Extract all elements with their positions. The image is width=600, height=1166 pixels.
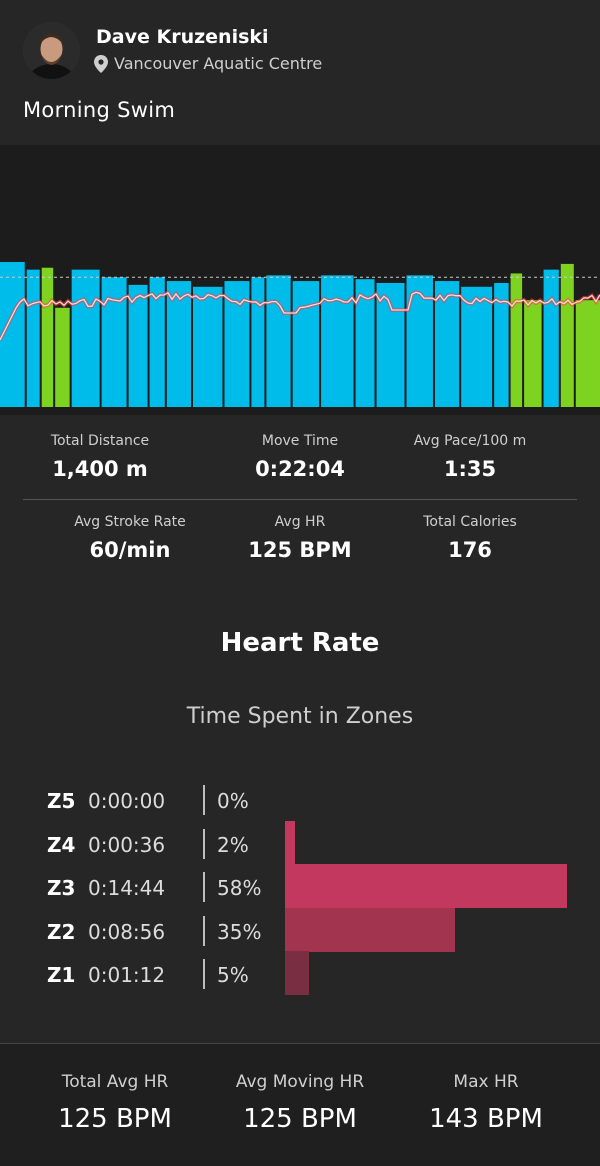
- summary-stats: Total Distance 1,400 m Move Time 0:22:04…: [0, 415, 600, 590]
- interval-bar: [524, 300, 542, 407]
- hr-summary-footer: Total Avg HR 125 BPM Avg Moving HR 125 B…: [0, 1043, 600, 1166]
- interval-bar: [251, 277, 265, 407]
- stat-value: 176: [448, 538, 492, 562]
- zone-separator: [203, 829, 205, 859]
- zone-row-z4: Z4 0:00:36 2%: [0, 821, 600, 865]
- stat-total-distance: Total Distance 1,400 m: [0, 433, 200, 481]
- stat-label: Avg Pace/100 m: [413, 433, 527, 449]
- interval-bar: [26, 269, 40, 407]
- interval-bar: [575, 300, 600, 407]
- zone-time: 0:01:12: [88, 963, 166, 987]
- zone-row-z2: Z2 0:08:56 35%: [0, 908, 600, 952]
- footer-max-hr: Max HR 143 BPM: [386, 1072, 586, 1134]
- zone-name: Z3: [47, 876, 76, 900]
- zone-row-z1: Z1 0:01:12 5%: [0, 951, 600, 995]
- zone-row-z5: Z5 0:00:00 0%: [0, 777, 600, 821]
- zone-row-z3: Z3 0:14:44 58%: [0, 864, 600, 908]
- stat-value: 1:35: [443, 457, 497, 481]
- interval-bar: [461, 286, 493, 407]
- interval-bar: [71, 269, 100, 407]
- interval-chart-svg: [0, 262, 600, 407]
- zone-name: Z1: [47, 963, 76, 987]
- stat-move-time: Move Time 0:22:04: [200, 433, 400, 481]
- stat-value: 60/min: [89, 538, 171, 562]
- zone-separator: [203, 872, 205, 902]
- location: Vancouver Aquatic Centre: [94, 54, 322, 73]
- avatar[interactable]: [23, 22, 80, 79]
- stat-value: 1,400 m: [52, 457, 148, 481]
- stat-value: 0:22:04: [255, 457, 345, 481]
- interval-bar: [560, 263, 574, 407]
- user-name[interactable]: Dave Kruzeniski: [96, 26, 269, 48]
- avatar-photo: [23, 22, 80, 79]
- zone-separator: [203, 959, 205, 989]
- zone-percent: 35%: [217, 920, 262, 944]
- interval-chart[interactable]: [0, 145, 600, 415]
- heart-rate-title: Heart Rate: [220, 628, 380, 658]
- footer-value: 125 BPM: [243, 1104, 357, 1134]
- zone-bar: [285, 908, 456, 952]
- stat-total-calories: Total Calories 176: [370, 514, 570, 562]
- zone-time: 0:14:44: [88, 876, 166, 900]
- interval-bar: [292, 281, 320, 407]
- zone-percent: 58%: [217, 876, 262, 900]
- zone-percent: 2%: [217, 833, 249, 857]
- footer-value: 125 BPM: [58, 1104, 172, 1134]
- location-pin-icon: [94, 54, 108, 73]
- stat-label: Avg Stroke Rate: [74, 514, 186, 530]
- zone-bar: [285, 821, 295, 865]
- interval-bar: [355, 279, 375, 407]
- stat-label: Move Time: [261, 433, 339, 449]
- interval-bar: [149, 277, 165, 407]
- zone-name: Z4: [47, 833, 76, 857]
- interval-bar: [55, 307, 70, 407]
- interval-bar: [543, 269, 559, 407]
- activity-header: Dave Kruzeniski Vancouver Aquatic Centre…: [0, 0, 600, 145]
- stat-label: Total Distance: [50, 433, 150, 449]
- interval-bar: [321, 275, 354, 407]
- zone-name: Z2: [47, 920, 76, 944]
- interval-bar: [128, 284, 148, 407]
- zone-time: 0:08:56: [88, 920, 166, 944]
- footer-total-avg-hr: Total Avg HR 125 BPM: [15, 1072, 215, 1134]
- footer-label: Max HR: [453, 1072, 519, 1092]
- zone-name: Z5: [47, 789, 76, 813]
- footer-label: Total Avg HR: [61, 1072, 169, 1092]
- zone-time: 0:00:00: [88, 789, 166, 813]
- zone-bar: [285, 951, 310, 995]
- interval-bar: [510, 273, 523, 407]
- hr-zones: Z5 0:00:00 0% Z4 0:00:36 2% Z3 0:14:44 5…: [0, 775, 600, 1000]
- footer-value: 143 BPM: [429, 1104, 543, 1134]
- stat-avg-pace: Avg Pace/100 m 1:35: [370, 433, 570, 481]
- stat-avg-hr: Avg HR 125 BPM: [200, 514, 400, 562]
- activity-title: Morning Swim: [23, 98, 176, 122]
- zone-percent: 0%: [217, 789, 249, 813]
- zone-percent: 5%: [217, 963, 249, 987]
- stat-avg-stroke-rate: Avg Stroke Rate 60/min: [30, 514, 230, 562]
- interval-bar: [41, 267, 54, 407]
- stat-label: Total Calories: [423, 514, 517, 530]
- interval-bar: [434, 281, 460, 407]
- interval-bar: [266, 275, 291, 407]
- interval-bar: [193, 286, 223, 407]
- footer-label: Avg Moving HR: [235, 1072, 365, 1092]
- zone-bar: [285, 864, 567, 908]
- zone-separator: [203, 785, 205, 815]
- footer-avg-moving-hr: Avg Moving HR 125 BPM: [200, 1072, 400, 1134]
- zones-subtitle: Time Spent in Zones: [186, 704, 414, 729]
- stats-divider: [23, 499, 577, 500]
- stat-label: Avg HR: [274, 514, 326, 530]
- stat-value: 125 BPM: [248, 538, 352, 562]
- interval-bar: [494, 282, 509, 407]
- zone-separator: [203, 916, 205, 946]
- interval-bar: [166, 281, 192, 407]
- location-text: Vancouver Aquatic Centre: [114, 54, 323, 73]
- heart-rate-line: [0, 291, 600, 341]
- zone-time: 0:00:36: [88, 833, 166, 857]
